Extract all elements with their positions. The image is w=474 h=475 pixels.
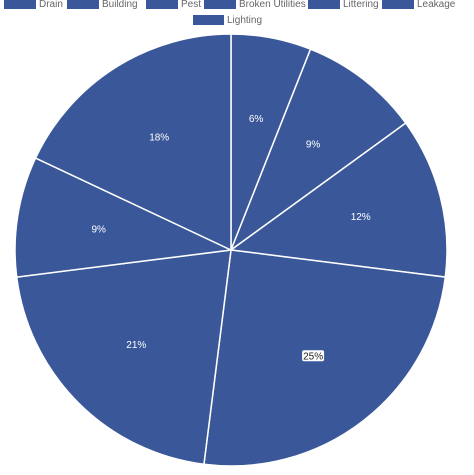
slice-label: 9% bbox=[91, 225, 106, 236]
pie-labels: 6% 9% 12% 25% 21% 9% 18% bbox=[91, 114, 370, 362]
legend-swatch bbox=[67, 0, 99, 9]
legend-item-leakage[interactable]: Leakage bbox=[382, 0, 456, 10]
pie-slice-building[interactable] bbox=[229, 48, 407, 253]
legend-label: Littering bbox=[343, 0, 379, 10]
pie-slices bbox=[14, 33, 448, 467]
legend-swatch bbox=[308, 0, 340, 9]
slice-label: 12% bbox=[351, 212, 371, 223]
legend-label: Building bbox=[102, 0, 138, 10]
legend-item-broken-utilities[interactable]: Broken Utilities bbox=[204, 0, 306, 10]
legend-item-lighting[interactable]: Lighting bbox=[193, 15, 262, 26]
legend-swatch bbox=[4, 0, 36, 9]
slice-label: 9% bbox=[306, 140, 321, 151]
legend-item-littering[interactable]: Littering bbox=[308, 0, 379, 10]
pie-slice-leakage[interactable] bbox=[14, 157, 234, 278]
slice-label: 21% bbox=[126, 340, 146, 351]
pie-slice-pest[interactable] bbox=[229, 121, 448, 278]
legend-swatch bbox=[204, 0, 236, 9]
pie-slice-littering[interactable] bbox=[15, 249, 232, 466]
legend-item-building[interactable]: Building bbox=[67, 0, 138, 10]
slice-label-highlight bbox=[302, 350, 325, 362]
legend-swatch bbox=[382, 0, 414, 9]
legend-item-drain[interactable]: Drain bbox=[4, 0, 63, 10]
legend: Drain Building Pest Broken Utilities Litteri… bbox=[4, 0, 456, 26]
pie-slice-lighting[interactable] bbox=[34, 33, 232, 252]
legend-swatch bbox=[193, 15, 224, 25]
legend-label: Leakage bbox=[417, 0, 456, 10]
slice-label: 25% bbox=[303, 351, 323, 362]
legend-swatch bbox=[146, 0, 178, 9]
slice-label: 6% bbox=[249, 114, 264, 125]
legend-label: Drain bbox=[39, 0, 63, 10]
legend-label: Lighting bbox=[227, 15, 262, 26]
pie-slice-broken-utilities[interactable] bbox=[203, 249, 447, 467]
legend-label: Pest bbox=[181, 0, 201, 10]
legend-item-pest[interactable]: Pest bbox=[146, 0, 201, 10]
legend-label: Broken Utilities bbox=[239, 0, 306, 10]
slice-label: 18% bbox=[149, 132, 169, 143]
